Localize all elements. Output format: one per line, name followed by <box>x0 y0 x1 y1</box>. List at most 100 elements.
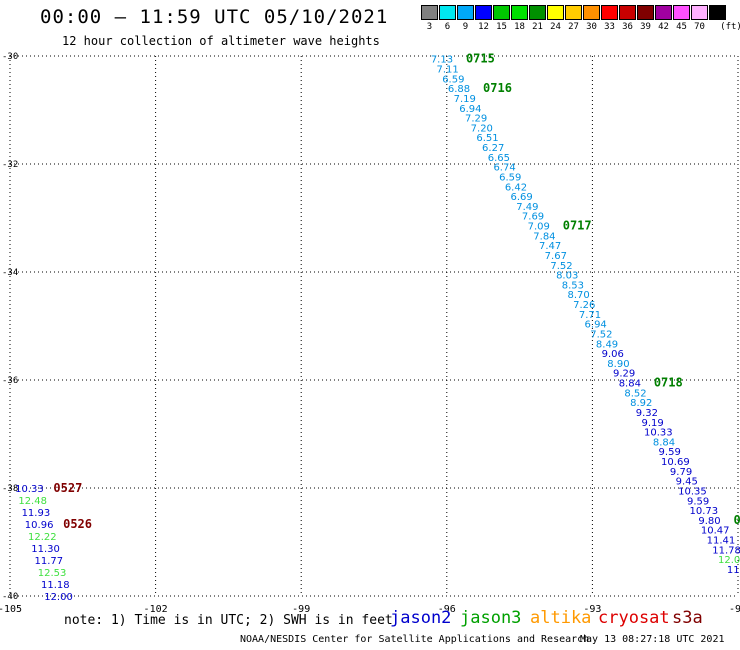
color-swatch <box>691 5 708 20</box>
color-swatch-label: 21 <box>532 22 543 32</box>
wave-height-value: 7.26 <box>573 300 595 311</box>
wave-height-value: 10.73 <box>690 506 719 517</box>
wave-height-value: 7.47 <box>539 241 561 252</box>
color-swatch <box>637 5 654 20</box>
wave-height-value: 12.00 <box>44 592 73 603</box>
wave-height-value: 7.69 <box>522 212 544 223</box>
x-tick-label: -90 <box>729 604 740 615</box>
wave-height-value: 9.59 <box>659 447 681 458</box>
wave-height-value: 6.51 <box>476 133 498 144</box>
wave-height-value: 11.78 <box>712 545 740 556</box>
wave-height-value: 6.88 <box>448 84 470 95</box>
wave-height-value: 7.67 <box>545 251 567 262</box>
time-tag: 0718 <box>654 376 683 390</box>
time-tag: 07 <box>734 513 740 527</box>
color-swatch-label: 30 <box>586 22 597 32</box>
x-tick-label: -105 <box>0 604 22 615</box>
wave-height-value: 11.93 <box>22 508 51 519</box>
wave-height-value: 11.18 <box>41 580 70 591</box>
wave-height-value: 7.09 <box>528 222 550 233</box>
wave-height-value: 10.35 <box>678 486 707 497</box>
color-scale-unit: (ft) <box>720 22 740 32</box>
x-tick-label: -96 <box>438 604 456 615</box>
wave-height-value: 8.84 <box>619 379 641 390</box>
color-swatch-label: 9 <box>462 22 469 32</box>
wave-height-value: 12.48 <box>18 496 47 507</box>
color-swatch <box>673 5 690 20</box>
satellite-legend-s3a: s3a <box>672 608 703 628</box>
color-swatch-label: 24 <box>550 22 561 32</box>
wave-height-value: 11.41 <box>707 536 736 547</box>
wave-height-value: 9.29 <box>613 369 635 380</box>
wave-height-value: 6.74 <box>493 163 515 174</box>
color-swatch <box>565 5 582 20</box>
wave-height-value: 9.19 <box>641 418 663 429</box>
wave-height-value: 10.96 <box>25 520 54 531</box>
wave-height-value: 6.59 <box>499 172 521 183</box>
color-swatch <box>655 5 672 20</box>
color-swatch-label: 39 <box>640 22 651 32</box>
wave-height-value: 10.33 <box>15 484 44 495</box>
wave-height-value: 8.70 <box>567 290 589 301</box>
x-tick-label: -99 <box>292 604 310 615</box>
wave-height-value: 7.52 <box>590 329 612 340</box>
wave-height-value: 6.27 <box>482 143 504 154</box>
color-swatch-label: 12 <box>478 22 489 32</box>
time-tag: 0715 <box>466 52 495 66</box>
wave-height-value: 8.53 <box>562 280 584 291</box>
color-swatch <box>457 5 474 20</box>
wave-height-value: 11.1 <box>727 565 740 576</box>
wave-height-value: 9.45 <box>676 477 698 488</box>
wave-height-value: 6.69 <box>511 192 533 203</box>
wave-height-value: 6.65 <box>488 153 510 164</box>
wave-height-value: 7.11 <box>437 65 459 76</box>
page-title: 00:00 – 11:59 UTC 05/10/2021 <box>40 6 389 28</box>
color-swatch <box>421 5 438 20</box>
color-swatch-label: 6 <box>444 22 451 32</box>
y-tick-label: -32 <box>2 160 18 170</box>
wave-height-value: 11.77 <box>35 556 64 567</box>
color-swatch <box>439 5 456 20</box>
time-tag: 0717 <box>563 219 592 233</box>
color-swatch-label: 36 <box>622 22 633 32</box>
color-swatch-label: 3 <box>426 22 433 32</box>
satellite-legend-jason2: jason2 <box>390 608 452 628</box>
color-swatch <box>709 5 726 20</box>
wave-height-value: 8.90 <box>607 359 629 370</box>
wave-height-value: 7.19 <box>454 94 476 105</box>
credit-text: NOAA/NESDIS Center for Satellite Applica… <box>240 634 590 645</box>
satellite-legend-altika: altika <box>530 608 592 628</box>
footer-note: note: 1) Time is in UTC; 2) SWH is in fe… <box>64 613 393 628</box>
y-tick-label: -40 <box>2 592 18 602</box>
wave-height-value: 12.53 <box>38 568 67 579</box>
wave-height-value: 8.92 <box>630 398 652 409</box>
wave-height-value: 7.84 <box>533 231 555 242</box>
color-swatch-label: 18 <box>514 22 525 32</box>
wave-height-value: 7.13 <box>431 55 453 66</box>
wave-height-value: 10.47 <box>701 526 730 537</box>
color-swatch <box>583 5 600 20</box>
wave-height-value: 7.49 <box>516 202 538 213</box>
x-tick-label: -102 <box>144 604 168 615</box>
color-swatch <box>493 5 510 20</box>
wave-height-value: 9.79 <box>670 467 692 478</box>
wave-height-value: 11.30 <box>31 544 60 555</box>
color-swatch <box>601 5 618 20</box>
wave-height-value: 10.69 <box>661 457 690 468</box>
y-tick-label: -30 <box>2 52 18 62</box>
time-tag: 0527 <box>53 481 82 495</box>
wave-height-value: 9.59 <box>687 496 709 507</box>
time-tag: 0526 <box>63 517 92 531</box>
wave-height-value: 9.06 <box>602 349 624 360</box>
wave-height-value: 12.09 <box>718 555 740 566</box>
color-swatch-label: 15 <box>496 22 507 32</box>
wave-height-value: 9.32 <box>636 408 658 419</box>
satellite-legend-jason3: jason3 <box>460 608 522 628</box>
color-swatch <box>529 5 546 20</box>
color-swatch <box>547 5 564 20</box>
color-swatch <box>511 5 528 20</box>
y-tick-label: -36 <box>2 376 18 386</box>
x-tick-label: -93 <box>583 604 601 615</box>
wave-height-value: 10.33 <box>644 428 673 439</box>
